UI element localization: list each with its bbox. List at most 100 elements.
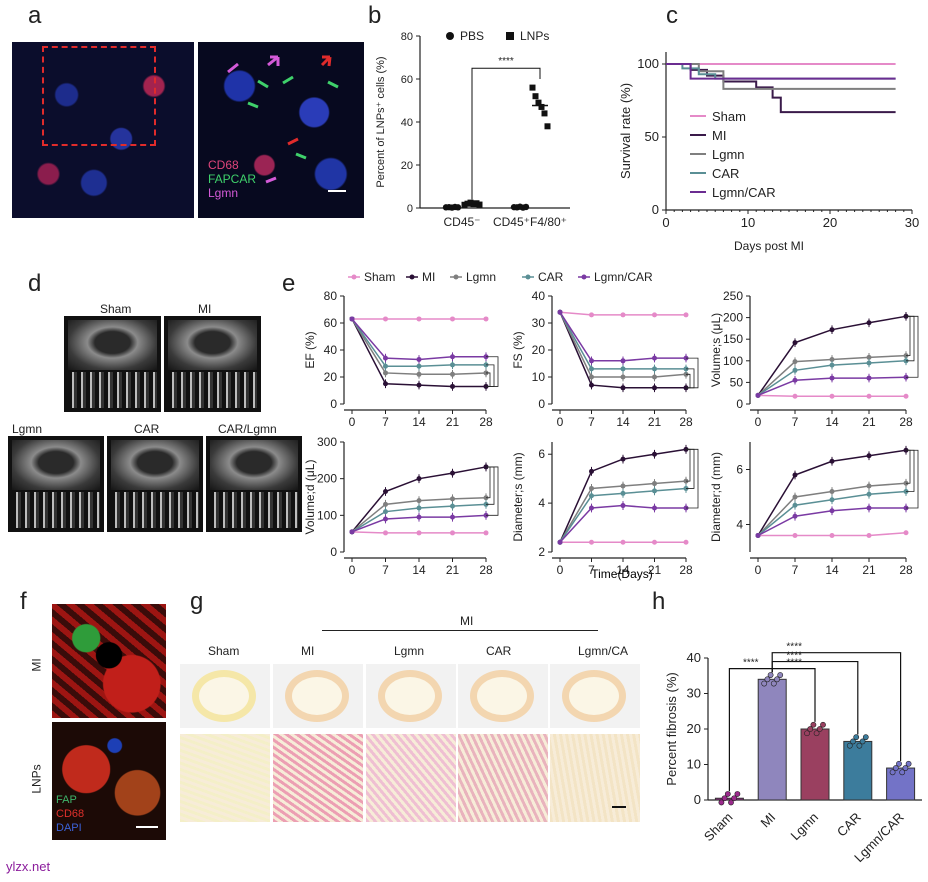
panel-g-whole-heart-image — [273, 664, 363, 728]
legend-label: Lgmn/CAR — [712, 185, 776, 200]
data-point — [829, 375, 835, 381]
panel-g-scale-bar — [612, 806, 626, 808]
legend-pbs-marker — [446, 32, 454, 40]
data-point — [792, 367, 798, 373]
significance-bracket — [686, 448, 691, 482]
x-tick-label: 0 — [755, 415, 762, 429]
stain-label-cd68: CD68 — [56, 808, 85, 820]
panel-letter-g: g — [190, 588, 204, 615]
data-point — [620, 374, 626, 380]
significance-bracket — [486, 356, 499, 387]
y-tick-label: 60 — [324, 316, 338, 330]
y-axis-label: FS (%) — [511, 331, 525, 368]
y-tick-label: 10 — [687, 757, 701, 772]
bar — [843, 740, 873, 801]
x-tick-label: 0 — [557, 415, 564, 429]
echo-image-car-lgmn — [206, 436, 302, 532]
y-axis-label: Diameter;s (mm) — [511, 452, 525, 541]
bar — [757, 678, 787, 801]
significance-bracket — [486, 466, 491, 499]
data-point — [450, 354, 455, 360]
data-point — [450, 362, 455, 368]
x-tick-label: 21 — [648, 563, 662, 577]
data-point — [450, 503, 455, 509]
data-point — [416, 498, 422, 504]
y-tick-label: 100 — [637, 56, 659, 71]
significance-bracket — [771, 668, 816, 722]
significance-label: **** — [498, 56, 514, 67]
panel-g-zoom-image — [180, 734, 270, 822]
x-tick-label: 21 — [446, 415, 460, 429]
significance-label: **** — [743, 658, 759, 669]
data-point — [383, 363, 388, 369]
data-point — [792, 502, 798, 508]
data-point — [683, 312, 689, 318]
x-tick-label: 10 — [741, 215, 755, 230]
bar-point — [761, 680, 768, 687]
significance-bracket — [906, 315, 919, 378]
survival-line-mi — [666, 63, 896, 114]
bar-point — [804, 730, 810, 737]
bar-point — [850, 738, 856, 745]
x-tick-label: 28 — [899, 563, 913, 577]
x-tick-label: 14 — [412, 563, 426, 577]
data-point — [829, 533, 835, 538]
stain-label-dapi: DAPI — [56, 822, 82, 834]
significance-bracket — [771, 660, 859, 735]
data-point — [652, 312, 657, 318]
survival-line-lgmn-car — [666, 63, 896, 80]
y-tick-label: 150 — [723, 332, 743, 346]
bar-point — [859, 738, 866, 745]
data-point — [416, 476, 422, 482]
data-point — [450, 530, 455, 536]
panel-g-group-label: MI — [460, 614, 474, 628]
significance-bracket — [686, 448, 699, 509]
x-tick-label: 14 — [616, 415, 630, 429]
legend-marker — [525, 274, 531, 280]
data-point — [383, 530, 388, 536]
x-tick-label: CD45⁻ — [443, 215, 480, 229]
x-tick-label: 7 — [792, 563, 799, 577]
bar-point — [731, 795, 738, 802]
echo-label-sham: Sham — [100, 302, 132, 316]
echo-image-lgmn — [8, 436, 104, 532]
data-point — [866, 483, 872, 489]
panel-letter-a: a — [28, 2, 42, 29]
data-point — [383, 355, 388, 361]
panel-g-whole-heart-image — [458, 664, 548, 728]
data-point — [866, 393, 872, 399]
panel-g-zoom-image — [458, 734, 548, 822]
data-point — [866, 491, 872, 497]
data-point — [620, 366, 626, 372]
y-tick-label: 80 — [401, 31, 413, 43]
bar-point — [724, 791, 731, 797]
arrow-overlay — [227, 55, 339, 184]
bar-point — [767, 672, 774, 678]
lnps-point — [544, 123, 551, 130]
panel-e-ef-chart: 0 20 40 60 80 0 7 14 21 28 EF (%) — [303, 289, 499, 429]
heart-section — [378, 670, 442, 722]
panel-g-col-label: CAR — [486, 644, 512, 658]
y-tick-label: 250 — [723, 289, 743, 303]
bar-point — [856, 742, 863, 749]
y-axis-label: Volume;s (μL) — [709, 313, 723, 387]
data-point — [792, 340, 798, 346]
panel-e-fs-chart: 0 10 20 30 40 0 7 14 21 28 FS (%) — [511, 289, 699, 429]
data-point — [620, 483, 626, 489]
data-point — [652, 374, 657, 380]
legend-label: Sham — [364, 270, 395, 284]
data-point — [792, 472, 798, 478]
data-point — [866, 320, 872, 326]
series-line — [351, 318, 486, 361]
panel-f-mi-image — [52, 604, 166, 718]
data-point — [829, 327, 835, 333]
bar-point — [718, 799, 725, 806]
zoom-box — [42, 46, 156, 146]
survival-line-lgmn — [666, 63, 896, 90]
data-point — [589, 468, 594, 474]
significance-label: **** — [786, 642, 802, 653]
panel-a-overview-image — [12, 42, 194, 218]
y-tick-label: 2 — [538, 545, 545, 559]
data-point — [652, 355, 657, 361]
echo-label-car-lgmn: CAR/Lgmn — [218, 422, 277, 436]
